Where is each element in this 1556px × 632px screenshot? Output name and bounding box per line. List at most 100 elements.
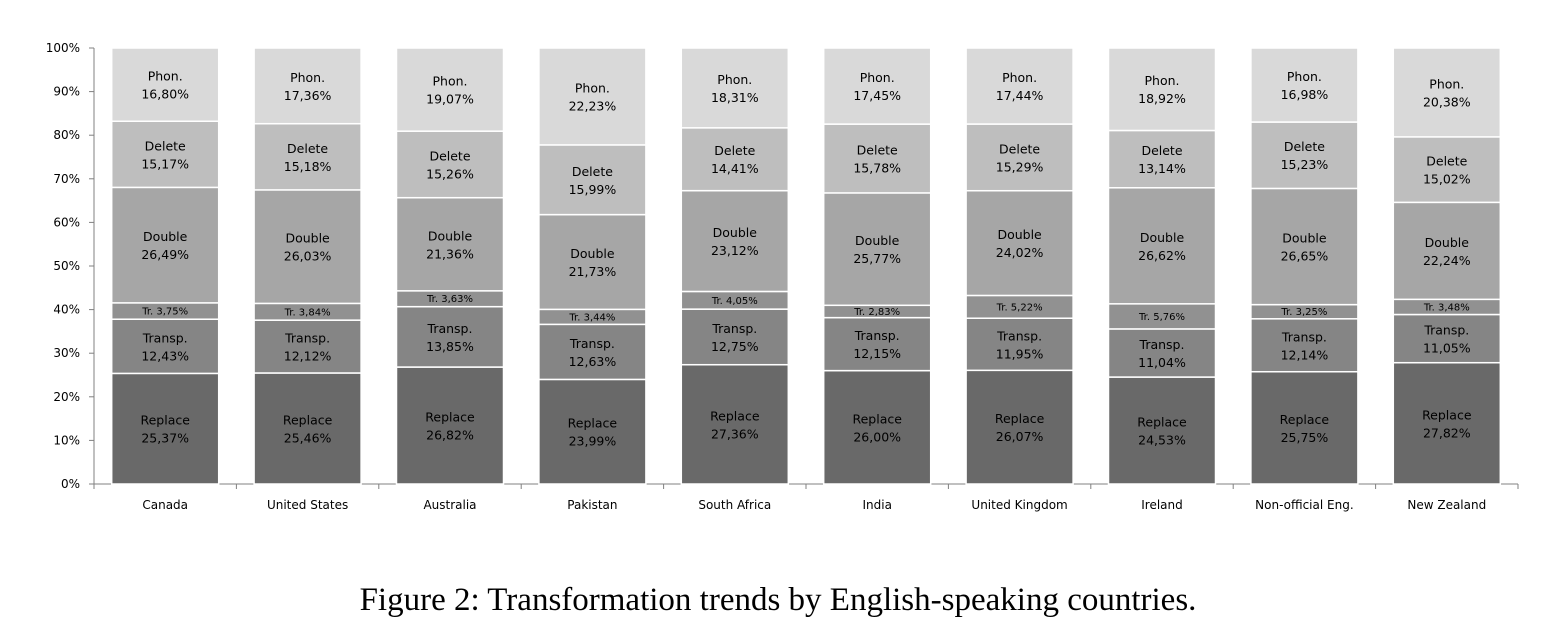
bar-segment (1392, 136, 1502, 204)
data-label: 25,77% (853, 251, 901, 266)
bar-segment (1392, 361, 1502, 485)
data-label-name: Delete (999, 141, 1040, 156)
bar-segment (253, 189, 362, 305)
data-label: 26,49% (141, 247, 189, 262)
data-label-name: Replace (1422, 407, 1472, 422)
data-label-name: Delete (572, 164, 613, 179)
data-label: 13,85% (426, 339, 474, 354)
x-tick-label: New Zealand (1407, 498, 1486, 512)
bar-segment (1107, 187, 1217, 305)
x-tick-label: Ireland (1141, 498, 1183, 512)
data-label-name: Transp. (1423, 323, 1469, 338)
data-label-name: Double (1140, 230, 1185, 245)
bar-segment (110, 120, 220, 189)
data-label: 15,18% (284, 159, 332, 174)
bar-segment (1392, 201, 1502, 301)
data-label: 12,75% (711, 339, 759, 354)
data-label: 11,05% (1423, 341, 1471, 356)
data-label: 22,24% (1423, 253, 1471, 268)
data-label: 17,36% (284, 88, 332, 103)
data-label: 17,45% (853, 88, 901, 103)
bar-segment (395, 305, 505, 368)
data-label: 15,23% (1281, 157, 1329, 172)
x-tick-label: United States (267, 498, 348, 512)
y-tick-label: 70% (53, 172, 80, 186)
data-label-name: Phon. (290, 70, 325, 85)
data-label: 17,44% (996, 88, 1044, 103)
data-label: 15,78% (853, 161, 901, 176)
bar-segment (1107, 376, 1217, 485)
data-label: Tr. 3,25% (1280, 307, 1327, 318)
data-label: 14,41% (711, 161, 759, 176)
bar-segment (965, 47, 1074, 125)
data-label: Tr. 3,63% (426, 294, 473, 305)
data-label: 21,36% (426, 246, 474, 261)
data-label-name: Transp. (996, 328, 1042, 343)
data-label-name: Replace (568, 416, 618, 431)
data-label: Tr. 5,76% (1138, 312, 1185, 323)
data-label: 27,36% (711, 426, 759, 441)
data-label-name: Phon. (1002, 70, 1037, 85)
data-label-name: Delete (287, 141, 328, 156)
data-label: 12,43% (141, 348, 189, 363)
y-tick-label: 100% (46, 41, 80, 55)
y-tick-label: 30% (53, 346, 80, 360)
bar-segment (538, 213, 647, 311)
data-label: 18,92% (1138, 91, 1186, 106)
bar-segment (395, 366, 505, 485)
y-tick-label: 50% (53, 259, 80, 273)
data-label: 24,02% (996, 245, 1044, 260)
data-label-name: Phon. (148, 69, 183, 84)
data-label-name: Replace (995, 411, 1045, 426)
data-label-name: Replace (140, 413, 190, 428)
bar-segment (538, 47, 647, 146)
x-tick-label: Pakistan (567, 498, 617, 512)
data-label: 15,99% (569, 182, 617, 197)
data-label-name: Replace (710, 408, 760, 423)
data-label: 27,82% (1423, 425, 1471, 440)
bar-segment (965, 189, 1074, 297)
data-label-name: Transp. (284, 331, 330, 346)
y-tick-label: 60% (53, 215, 80, 229)
data-label: 12,63% (569, 354, 617, 369)
y-tick-label: 40% (53, 303, 80, 317)
data-label: Tr. 3,84% (284, 307, 331, 318)
data-label-name: Phon. (1144, 73, 1179, 88)
data-label: 16,80% (141, 87, 189, 102)
data-label-name: Delete (857, 143, 898, 158)
bar-segment (680, 363, 790, 485)
y-tick-label: 10% (53, 433, 80, 447)
data-label-name: Transp. (569, 336, 615, 351)
data-label: Tr. 3,48% (1423, 302, 1470, 313)
data-label-name: Double (1425, 235, 1470, 250)
bar-segment (822, 369, 932, 485)
data-label-name: Double (1282, 231, 1327, 246)
x-tick-label: India (862, 498, 891, 512)
bar-segment (538, 323, 647, 381)
data-label: Tr. 5,22% (996, 302, 1043, 313)
data-label: 20,38% (1423, 94, 1471, 109)
bar-segment (680, 127, 790, 192)
bar-segment (680, 189, 790, 293)
bar-segment (1250, 187, 1359, 306)
data-label: 21,73% (569, 264, 617, 279)
bar-segment (110, 318, 220, 375)
bar-segment (253, 372, 362, 485)
data-label: 16,98% (1281, 87, 1329, 102)
data-label: 26,62% (1138, 248, 1186, 263)
bar-segment (395, 47, 505, 132)
bar-segment (1250, 370, 1359, 485)
bar-segment (1107, 47, 1217, 132)
bar-segment (538, 144, 647, 216)
data-label: 19,07% (426, 92, 474, 107)
data-label-name: Phon. (575, 80, 610, 95)
bar-segment (395, 196, 505, 292)
data-label-name: Replace (1280, 412, 1330, 427)
data-label-name: Transp. (142, 330, 188, 345)
data-label-name: Double (285, 231, 330, 246)
data-label: 12,15% (853, 346, 901, 361)
bar-segment (253, 319, 362, 374)
data-label-name: Replace (1137, 415, 1187, 430)
bar-segment (680, 47, 790, 129)
data-label: 15,29% (996, 159, 1044, 174)
